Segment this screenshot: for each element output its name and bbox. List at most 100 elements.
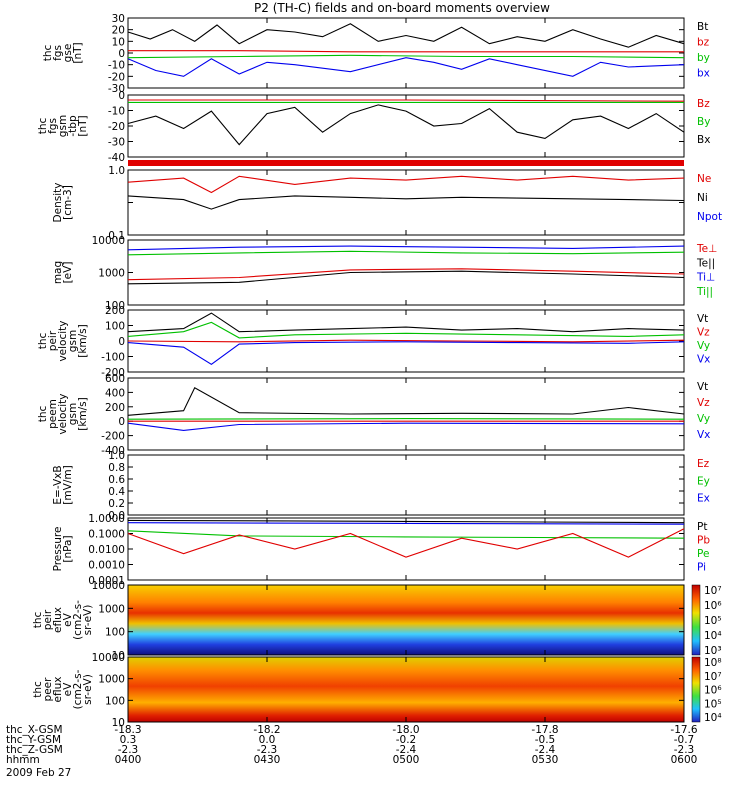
x-row-value: -0.2 <box>396 734 417 746</box>
panel-p9: 10⁷ 10⁶ 10⁵ 10⁴ 10³ 10000 1000 100 10 thcpeireflu… <box>32 580 722 662</box>
series-line-red <box>127 268 685 281</box>
y-axis-label: [km/s] <box>77 324 89 358</box>
series-line-red <box>128 99 685 102</box>
legend-entry: by <box>697 52 710 64</box>
plot-frame <box>127 94 685 158</box>
legend-entry: Pe <box>697 548 709 560</box>
legend-entry: Ey <box>697 475 710 487</box>
y-axis-label: (cm2-s- <box>72 669 84 709</box>
y-axis-label: [nPa] <box>62 535 74 562</box>
y-axis-label: thc <box>37 333 49 350</box>
y-tick-label: 1000 <box>98 603 125 615</box>
series-line-blue <box>127 422 685 431</box>
heatmap-p9 <box>128 585 684 655</box>
y-tick-label: 0.0001 <box>88 575 125 587</box>
series-line-black <box>127 519 685 524</box>
series-line-black <box>127 195 685 210</box>
mode-bar <box>128 160 684 166</box>
legend-entry: By <box>697 116 710 128</box>
y-tick-label: 1.0 <box>108 450 125 462</box>
y-axis-label: gsm <box>67 330 79 352</box>
heatmap-p10 <box>128 657 684 722</box>
legend-entry: Vt <box>697 381 708 393</box>
y-tick-label: 0.6 <box>108 474 125 486</box>
colorbar-tick: 10⁵ <box>704 698 722 710</box>
y-tick-label: 0.4 <box>108 486 125 498</box>
series-line-black <box>127 312 685 333</box>
y-axis-label: Pressure <box>52 527 64 572</box>
series-line-green <box>127 418 685 420</box>
panel-p4: 10000 1000 100 mag[eV] Te⊥ Te|| Ti⊥ Ti|| <box>52 235 717 312</box>
legend-entry: Vz <box>697 327 710 339</box>
colorbar-tick: 10⁶ <box>704 600 722 612</box>
series-line-black <box>127 270 685 285</box>
y-tick-label: 100 <box>105 321 125 333</box>
y-axis-label: thc <box>37 406 49 423</box>
legend-entry: Ti⊥ <box>696 272 715 284</box>
y-tick-label: 0.2 <box>108 498 125 510</box>
y-axis-label: gsm <box>67 403 79 425</box>
legend-entry: Npot <box>697 211 722 223</box>
y-axis-label: thc <box>32 681 44 698</box>
y-tick-label: 1000 <box>98 268 125 280</box>
legend-entry: bz <box>697 37 710 49</box>
series-line-red <box>127 175 685 194</box>
panel-p6: 600 400 200 0 -200 -400 thcpeemvelocitygsm[km/… <box>37 373 710 457</box>
y-axis-label: fgs <box>47 118 59 134</box>
y-tick-label: 200 <box>105 305 125 317</box>
y-tick-label: 0.0 <box>108 510 125 522</box>
x-row-value: 0600 <box>671 754 698 766</box>
x-row-value: 0530 <box>532 754 559 766</box>
y-tick-label: 10 <box>112 650 125 662</box>
y-tick-label: -400 <box>101 445 125 457</box>
y-axis-label: peir <box>47 330 59 351</box>
y-tick-label: 0 <box>118 416 125 428</box>
y-axis-label: Density <box>52 183 64 223</box>
series-line-red <box>127 339 685 343</box>
y-axis-label: eV <box>62 682 74 696</box>
x-row-value: -18.3 <box>114 724 141 736</box>
legend-entry: Pb <box>697 535 710 547</box>
y-tick-label: -200 <box>101 431 125 443</box>
colorbar-tick: 10⁴ <box>704 630 722 642</box>
y-tick-label: 100 <box>105 627 125 639</box>
plot-frame <box>127 454 685 516</box>
y-tick-label: 10000 <box>92 235 125 247</box>
y-tick-label: 0 <box>118 48 125 60</box>
y-tick-label: -20 <box>108 71 125 83</box>
series-line-red <box>127 528 685 558</box>
legend-entry: Bx <box>697 134 710 146</box>
legend-entry: Te⊥ <box>696 243 717 255</box>
y-tick-label: 10 <box>112 36 125 48</box>
y-tick-label: -100 <box>101 352 125 364</box>
figure-title: P2 (TH-C) fields and on-board moments ov… <box>254 1 550 15</box>
legend-entry: Ez <box>697 458 710 470</box>
y-axis-label: thc <box>37 118 49 135</box>
legend-entry: Ni <box>697 192 708 204</box>
series-line-green <box>127 321 685 339</box>
y-tick-label: 1.0 <box>108 165 125 177</box>
series-line-blue <box>127 245 685 251</box>
y-axis-label: sr-eV) <box>82 674 94 705</box>
y-tick-label: 0.0010 <box>88 560 125 572</box>
x-row-label: hhmm <box>6 754 40 766</box>
series-line-green <box>127 54 685 59</box>
y-axis-label: eV <box>62 612 74 626</box>
legend-entry: Vy <box>697 340 710 352</box>
x-row-value: 0.0 <box>259 734 276 746</box>
y-tick-label: 0.8 <box>108 462 125 474</box>
y-axis-label: velocity <box>57 393 69 434</box>
series-line-blue <box>127 341 685 365</box>
x-row-value: -0.7 <box>674 734 695 746</box>
date-label: 2009 Feb 27 <box>6 767 71 779</box>
y-tick-label: 400 <box>105 387 125 399</box>
legend-entry: Vt <box>697 313 708 325</box>
colorbar-tick: 10⁷ <box>704 671 722 683</box>
y-tick-label: 600 <box>105 373 125 385</box>
colorbar-p9 <box>691 584 701 656</box>
y-axis-label: gsm <box>57 115 69 137</box>
y-axis-label: [eV] <box>62 262 74 284</box>
